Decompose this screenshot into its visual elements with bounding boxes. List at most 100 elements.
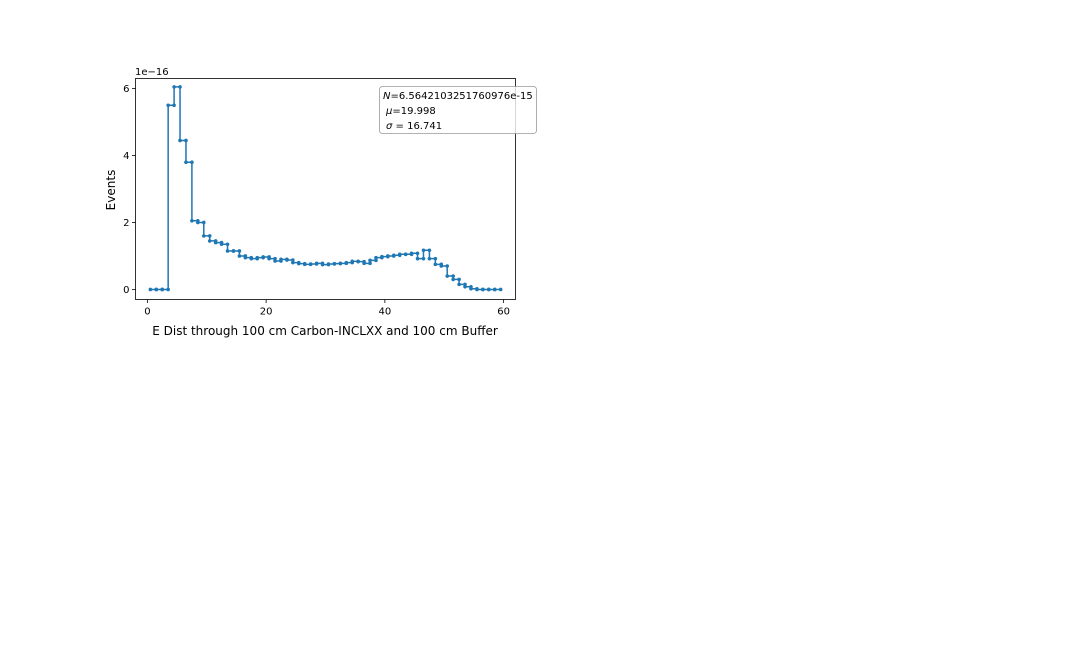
series-point: [481, 287, 485, 292]
series-point: [225, 249, 230, 253]
series-point: [196, 220, 200, 225]
series-point: [172, 85, 176, 89]
series-point: [397, 252, 402, 257]
series-point: [492, 287, 497, 292]
series-point: [267, 256, 271, 261]
series-point: [498, 287, 503, 292]
series-point: [451, 274, 455, 278]
y-axis-ticks: 0 2 4 6: [123, 84, 136, 296]
series-point: [350, 259, 355, 264]
series-point: [415, 251, 420, 256]
series-point: [178, 85, 182, 89]
series-point: [160, 287, 165, 292]
series-point: [261, 255, 265, 259]
series-point: [445, 264, 450, 268]
series-point: [213, 240, 218, 245]
stats-legend: N=6.5642103251760976e-15 μ=19.998 σ = 16…: [379, 86, 537, 134]
series-point: [427, 248, 432, 253]
series-point: [207, 239, 212, 243]
y-tick-label: 2: [123, 218, 129, 229]
series-point: [219, 242, 224, 247]
series-point: [172, 103, 176, 108]
series-point: [421, 256, 426, 261]
stats-line-mu: μ=19.998: [385, 106, 436, 117]
series-point: [391, 253, 396, 258]
series-point: [255, 255, 260, 260]
series-point: [296, 261, 301, 266]
stats-line-n: N=6.5642103251760976e-15: [383, 91, 533, 102]
y-tick-label: 6: [123, 84, 129, 95]
series-point: [148, 287, 153, 292]
series-point: [279, 257, 283, 262]
series-point: [314, 261, 319, 266]
series-point: [445, 274, 450, 278]
series-point: [178, 138, 182, 143]
series-point: [302, 262, 307, 267]
series-point: [374, 258, 378, 263]
series-point: [291, 258, 295, 262]
series-point: [184, 160, 188, 165]
series-point: [285, 258, 289, 262]
series-point: [231, 249, 236, 253]
series-point: [403, 252, 408, 257]
series-point: [469, 286, 473, 291]
plot-area-frame: [135, 78, 516, 300]
series-point: [326, 262, 331, 266]
series-point: [201, 234, 206, 238]
series-point: [237, 249, 242, 253]
x-axis-ticks: 0 20 40 60: [144, 299, 510, 318]
series-point: [344, 260, 349, 265]
stats-legend-box: [379, 86, 537, 134]
series-point: [380, 254, 384, 259]
series-point: [374, 255, 378, 260]
series-point: [457, 282, 461, 287]
series-histogram: [148, 85, 503, 292]
series-point: [451, 277, 455, 282]
series-point: [190, 219, 194, 223]
series-point: [291, 260, 295, 265]
series-point: [243, 255, 248, 260]
series-point: [166, 287, 170, 292]
series-point: [439, 264, 444, 268]
series-point: [237, 254, 242, 258]
series-point: [362, 261, 366, 266]
series-point: [207, 234, 212, 238]
series-point: [320, 262, 325, 267]
x-tick-label: 20: [260, 307, 273, 318]
series-point: [457, 277, 461, 282]
series-point: [249, 256, 254, 261]
y-tick-label: 4: [123, 151, 129, 162]
series-point: [166, 103, 170, 108]
y-offset-label: 1e−16: [135, 67, 169, 78]
series-point: [486, 287, 491, 292]
x-tick-label: 40: [379, 307, 392, 318]
series-point: [338, 261, 343, 266]
x-axis-label: E Dist through 100 cm Carbon-INCLXX and …: [152, 324, 498, 338]
series-point: [386, 254, 390, 258]
series-point: [368, 261, 372, 266]
series-point: [409, 251, 414, 256]
x-tick-label: 0: [144, 307, 150, 318]
series-point: [433, 256, 438, 261]
series-point: [184, 138, 188, 143]
series-point: [332, 261, 337, 266]
series-point: [475, 287, 479, 292]
x-tick-label: 60: [497, 307, 510, 318]
series-point: [225, 242, 230, 247]
series-point: [201, 220, 206, 225]
series-point: [427, 256, 432, 261]
series-point: [356, 259, 360, 264]
series-point: [368, 258, 372, 263]
series-point: [433, 262, 438, 267]
series-point: [463, 284, 467, 289]
y-axis-label: Events: [104, 170, 118, 211]
y-tick-label: 0: [123, 285, 129, 296]
series-point: [273, 259, 277, 263]
series-point: [308, 262, 313, 266]
series-point: [415, 256, 420, 261]
series-point: [421, 248, 426, 253]
stats-line-sigma: σ = 16.741: [386, 121, 442, 132]
series-point: [190, 160, 194, 165]
series-point: [154, 287, 159, 292]
